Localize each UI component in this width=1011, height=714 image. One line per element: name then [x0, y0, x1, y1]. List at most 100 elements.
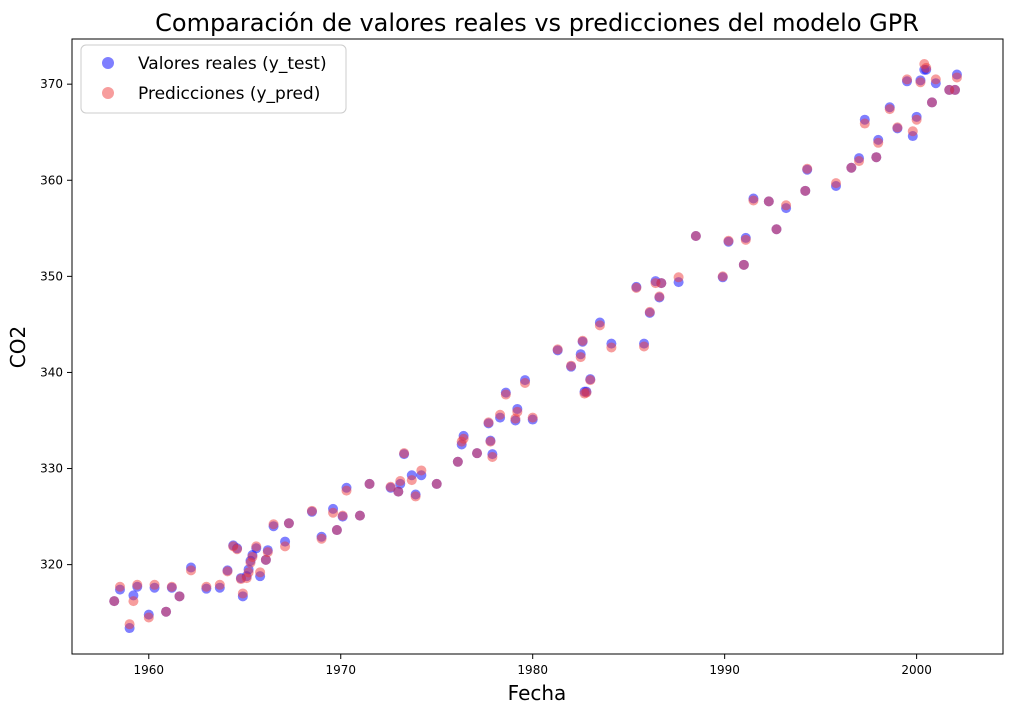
- pred-point-68: [639, 341, 650, 352]
- pred-point-69: [644, 306, 655, 317]
- chart-title: Comparación de valores reales vs predicc…: [155, 9, 919, 37]
- pred-point-10: [186, 565, 197, 576]
- pred-point-89: [871, 152, 882, 163]
- pred-point-0: [109, 596, 120, 607]
- x-axis: 1960 1970 1980 1990 2000: [134, 654, 932, 677]
- x-tick-label-2000: 2000: [901, 663, 932, 677]
- pred-point-71: [654, 291, 665, 302]
- pred-point-72: [656, 278, 667, 289]
- pred-point-11: [201, 581, 212, 592]
- pred-point-95: [911, 114, 922, 125]
- pred-point-91: [884, 104, 895, 115]
- legend-marker-pred: [102, 87, 114, 99]
- pred-point-87: [854, 156, 865, 167]
- pred-point-5: [143, 612, 154, 623]
- pred-point-80: [763, 196, 774, 207]
- legend-label-real: Valores reales (y_test): [138, 54, 327, 74]
- pred-point-79: [748, 195, 759, 206]
- pred-point-51: [487, 452, 498, 463]
- x-tick-label-1990: 1990: [709, 663, 740, 677]
- pred-point-98: [921, 62, 932, 73]
- pred-point-59: [566, 360, 577, 371]
- pred-point-44: [431, 478, 442, 489]
- pred-point-13: [222, 566, 233, 577]
- pred-point-99: [926, 97, 937, 108]
- pred-point-96: [915, 77, 926, 88]
- pred-point-65: [594, 320, 605, 331]
- pred-point-25: [262, 547, 273, 558]
- pred-point-67: [631, 282, 642, 293]
- pred-point-55: [512, 406, 523, 417]
- pred-point-50: [485, 436, 496, 447]
- pred-point-21: [247, 551, 258, 562]
- y-tick-label-360: 360: [40, 173, 63, 187]
- legend-label-pred: Predicciones (y_pred): [138, 84, 320, 104]
- pred-point-52: [495, 409, 506, 420]
- pred-point-6: [149, 579, 160, 590]
- pred-point-8: [166, 581, 177, 592]
- pred-point-60: [575, 352, 586, 363]
- plot-points: [109, 58, 962, 634]
- pred-point-82: [781, 200, 792, 211]
- pred-point-27: [280, 541, 291, 552]
- pred-point-7: [161, 606, 172, 617]
- pred-point-26: [268, 519, 279, 530]
- pred-point-36: [364, 478, 375, 489]
- pred-point-39: [395, 476, 406, 487]
- pred-point-33: [337, 510, 348, 521]
- pred-point-57: [527, 412, 538, 423]
- x-axis-label: Fecha: [508, 681, 567, 705]
- pred-point-100: [930, 74, 941, 85]
- pred-point-22: [251, 541, 262, 552]
- legend-box: [80, 44, 347, 114]
- x-tick-label-1960: 1960: [134, 663, 165, 677]
- pred-point-28: [283, 518, 294, 529]
- pred-point-49: [483, 417, 494, 428]
- plot-frame: [71, 38, 1004, 655]
- pred-point-30: [316, 533, 327, 544]
- pred-point-40: [399, 448, 410, 459]
- pred-point-103: [951, 72, 962, 83]
- pred-point-74: [690, 230, 701, 241]
- pred-point-35: [354, 510, 365, 521]
- pred-point-1: [114, 581, 125, 592]
- y-tick-label-330: 330: [40, 462, 63, 476]
- pred-point-38: [393, 486, 404, 497]
- pred-point-32: [331, 525, 342, 536]
- pred-point-23: [255, 567, 266, 578]
- pred-point-73: [673, 272, 684, 283]
- pred-point-61: [577, 335, 588, 346]
- pred-point-76: [723, 235, 734, 246]
- pred-point-34: [341, 485, 352, 496]
- pred-point-92: [892, 122, 903, 133]
- pred-point-88: [859, 118, 870, 129]
- y-tick-label-370: 370: [40, 77, 63, 91]
- pred-point-43: [416, 465, 427, 476]
- y-tick-label-340: 340: [40, 365, 63, 379]
- pred-point-12: [214, 579, 225, 590]
- pred-point-64: [585, 375, 596, 386]
- pred-point-83: [800, 185, 811, 196]
- pred-point-53: [500, 389, 511, 400]
- pred-point-85: [831, 178, 841, 189]
- pred-point-2: [124, 619, 135, 630]
- y-tick-label-350: 350: [40, 269, 63, 283]
- pred-point-77: [738, 259, 749, 270]
- pred-point-15: [232, 544, 243, 555]
- pred-point-58: [552, 344, 563, 355]
- pred-point-63: [581, 387, 592, 398]
- pred-point-24: [260, 554, 271, 565]
- y-tick-label-320: 320: [40, 558, 63, 572]
- pred-point-84: [802, 163, 813, 174]
- y-axis-label: CO2: [6, 326, 30, 368]
- pred-point-29: [306, 505, 317, 516]
- pred-point-47: [458, 433, 469, 444]
- pred-point-3: [128, 596, 139, 607]
- pred-point-90: [873, 137, 884, 148]
- pred-point-9: [174, 591, 185, 602]
- pred-point-56: [520, 378, 531, 389]
- pred-point-75: [717, 271, 728, 282]
- pred-point-93: [902, 74, 913, 85]
- pred-point-4: [132, 579, 143, 590]
